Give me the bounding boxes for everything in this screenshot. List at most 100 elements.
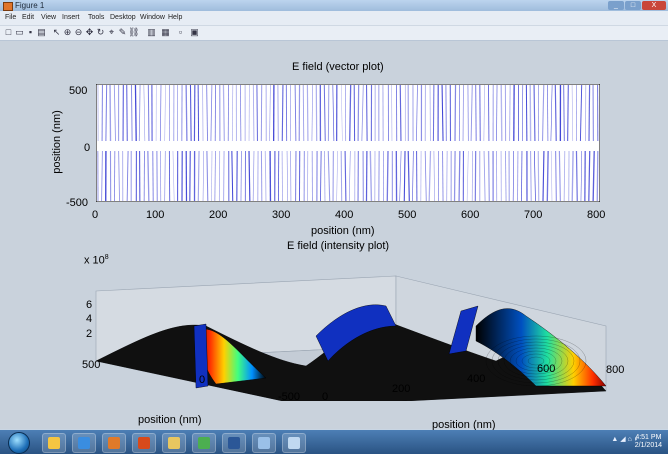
menu-insert[interactable]: Insert: [62, 14, 80, 21]
vector-arrow: [197, 150, 200, 202]
hide-plot-tools-icon[interactable]: ▫: [178, 27, 183, 37]
zoom-in-icon[interactable]: ⊕: [63, 27, 72, 37]
vector-arrow: [386, 150, 389, 202]
menu-window[interactable]: Window: [140, 14, 165, 21]
vector-arrow: [323, 84, 326, 142]
rotate-3d-icon[interactable]: ↻: [96, 27, 105, 37]
vector-arrow: [554, 84, 557, 142]
taskbar-app-word[interactable]: [222, 433, 246, 453]
menu-file[interactable]: File: [5, 14, 17, 21]
intensity-right-tick-800: 800: [606, 364, 625, 376]
vector-arrow: [269, 84, 271, 142]
minimize-button[interactable]: _: [608, 1, 624, 10]
intensity-surface-axes[interactable]: [66, 266, 626, 401]
vector-arrow: [554, 150, 557, 202]
vector-arrow: [134, 84, 137, 142]
vector-arrow: [172, 150, 175, 202]
intensity-plot-title: E field (intensity plot): [287, 240, 390, 252]
intensity-left-tick-neg500: -500: [278, 391, 301, 403]
data-cursor-icon[interactable]: ⌖: [108, 27, 115, 37]
brush-icon[interactable]: ✎: [118, 27, 127, 37]
taskbar-app-matlab[interactable]: [132, 433, 156, 453]
vector-arrow: [416, 84, 418, 142]
zoom-out-icon[interactable]: ⊖: [74, 27, 83, 37]
vector-ylabel: position (nm): [51, 110, 63, 174]
vector-arrow: [320, 150, 322, 202]
vector-arrow: [143, 84, 146, 142]
close-button[interactable]: X: [642, 1, 666, 10]
surface-contour: [497, 341, 575, 381]
vector-arrow: [529, 150, 532, 202]
legend-icon[interactable]: ▦: [161, 27, 170, 37]
vector-arrow: [113, 84, 116, 142]
menu-edit[interactable]: Edit: [22, 14, 35, 21]
start-button[interactable]: [8, 432, 30, 454]
pan-icon[interactable]: ✥: [85, 27, 94, 37]
vector-arrow: [101, 150, 103, 202]
surface-peak-mid: [315, 304, 397, 362]
open-file-icon[interactable]: ▭: [15, 27, 24, 37]
new-figure-icon[interactable]: □: [5, 27, 12, 37]
vector-arrow: [546, 150, 549, 202]
vector-xtick-800: 800: [587, 209, 606, 221]
surface-contour: [509, 347, 563, 375]
arrow-icon[interactable]: ↖: [52, 27, 61, 37]
vector-arrow: [252, 84, 255, 142]
vector-arrow: [575, 150, 578, 202]
surface-contour: [527, 356, 545, 366]
show-plot-tools-icon[interactable]: ▣: [190, 27, 199, 37]
link-icon[interactable]: ⛓: [128, 27, 140, 37]
vector-arrow: [542, 150, 545, 202]
taskbar-app-ie[interactable]: [72, 433, 96, 453]
save-icon[interactable]: ▪: [28, 27, 33, 37]
intensity-ztick-2: 2: [86, 328, 93, 340]
menu-help[interactable]: Help: [168, 14, 183, 21]
vector-arrow: [147, 150, 150, 202]
vector-arrow: [466, 150, 469, 202]
menu-tools[interactable]: Tools: [88, 14, 105, 21]
vector-arrow: [341, 84, 343, 142]
vector-arrow: [487, 150, 490, 202]
print-icon[interactable]: ▤: [37, 27, 46, 37]
taskbar-app-figure[interactable]: [282, 433, 306, 453]
vector-xlabel: position (nm): [311, 225, 375, 237]
vector-arrow: [126, 84, 128, 142]
vector-arrow: [588, 150, 591, 202]
taskbar-app-folder[interactable]: [162, 433, 186, 453]
vector-arrow: [525, 84, 528, 142]
vector-arrow: [596, 150, 599, 202]
vector-arrow: [189, 84, 192, 142]
surface-contour: [485, 335, 587, 387]
intensity-ztick-4: 4: [86, 313, 93, 325]
surface-contour: [515, 350, 557, 372]
intensity-right-tick-400: 400: [467, 373, 486, 385]
intensity-ztick-6: 6: [86, 299, 93, 311]
clock[interactable]: 4:51 PM 2/1/2014: [634, 434, 662, 449]
vector-xtick-700: 700: [524, 209, 543, 221]
vector-plot-axes[interactable]: [96, 84, 600, 202]
figure-canvas: E field (vector plot) 500 0 -500 positio…: [0, 41, 668, 431]
vector-arrow: [533, 150, 536, 202]
vector-arrow: [500, 84, 503, 142]
vector-arrow: [264, 150, 267, 202]
taskbar-app-paint[interactable]: [252, 433, 276, 453]
vector-arrow: [483, 150, 486, 202]
system-tray[interactable]: ▲ ◢ ⌂ ◗: [611, 436, 638, 443]
vector-arrow: [126, 150, 129, 202]
vector-arrow: [357, 84, 360, 142]
vector-xtick-100: 100: [146, 209, 165, 221]
vector-arrow: [231, 150, 234, 202]
vector-arrow: [454, 84, 457, 142]
menu-view[interactable]: View: [41, 14, 57, 21]
vector-arrow: [412, 150, 414, 202]
taskbar-app-media[interactable]: [102, 433, 126, 453]
vector-arrow: [105, 84, 108, 142]
vector-xtick-500: 500: [398, 209, 417, 221]
taskbar-app-chrome[interactable]: [192, 433, 216, 453]
vector-arrow: [558, 150, 561, 202]
colorbar-icon[interactable]: ▥: [147, 27, 156, 37]
vector-arrow: [206, 84, 208, 142]
maximize-button[interactable]: □: [625, 1, 641, 10]
menu-desktop[interactable]: Desktop: [110, 14, 136, 21]
taskbar-app-explorer[interactable]: [42, 433, 66, 453]
